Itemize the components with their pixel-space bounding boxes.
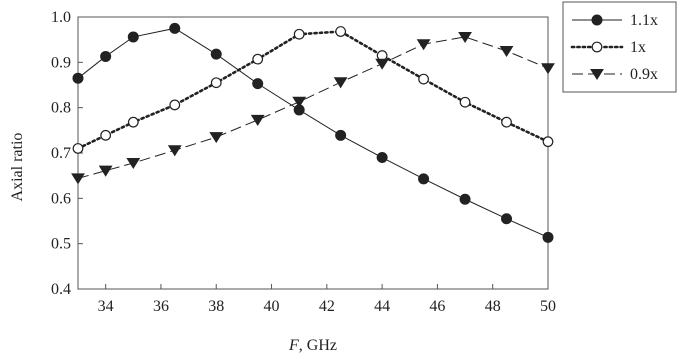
x-tick-label: 38 <box>208 298 224 315</box>
x-tick-label: 40 <box>264 298 280 315</box>
x-tick-label: 48 <box>485 298 501 315</box>
series-1-point-7 <box>335 26 347 37</box>
x-tick-label: 36 <box>153 298 169 315</box>
series-0-point-0 <box>72 72 84 84</box>
x-tick-label: 50 <box>540 298 556 315</box>
series-1-point-10 <box>459 96 471 108</box>
series-1-point-9 <box>418 73 429 85</box>
legend-label-1: 1x <box>630 39 646 56</box>
x-tick-label: 44 <box>374 298 390 315</box>
series-2-point-8 <box>375 58 390 70</box>
legend: 1.1x 1x 0.9x <box>562 1 677 93</box>
y-tick-label: 0.8 <box>51 100 71 117</box>
y-tick-label: 0.4 <box>51 281 71 298</box>
series-2-point-12 <box>541 63 555 75</box>
plot-area <box>77 16 549 290</box>
series-2-point-3 <box>167 145 182 157</box>
legend-marker-0 <box>591 14 603 26</box>
series-2-point-11 <box>499 46 514 58</box>
series-0-point-7 <box>335 129 347 141</box>
series-0-point-12 <box>542 231 554 243</box>
series-1-point-5 <box>252 53 264 65</box>
x-axis-label-unit: , GHz <box>299 337 337 354</box>
series-lines <box>76 27 550 238</box>
y-tick-label: 1.0 <box>51 9 71 26</box>
x-tick-label: 42 <box>319 298 335 315</box>
legend-label-0: 1.1x <box>630 12 658 29</box>
series-2-point-6 <box>292 96 307 108</box>
series-0-point-8 <box>376 152 388 164</box>
series-1-point-2 <box>127 116 139 128</box>
series-0-point-10 <box>459 193 471 205</box>
series-1-point-0 <box>72 143 84 154</box>
legend-label-2: 0.9x <box>630 66 658 83</box>
series-0-point-1 <box>100 50 112 62</box>
series-1-point-11 <box>501 116 512 128</box>
series-2-point-9 <box>416 39 431 51</box>
x-axis-label: F, GHz <box>288 337 337 354</box>
y-tick-label: 0.5 <box>51 236 71 253</box>
series-2-point-2 <box>126 157 141 170</box>
series-0-point-11 <box>501 213 513 225</box>
series-line-1 <box>76 30 550 150</box>
series-2-point-4 <box>209 132 224 144</box>
series-0-point-5 <box>252 78 264 90</box>
series-0-point-3 <box>169 22 181 34</box>
series-1-point-1 <box>100 129 112 141</box>
series-2-point-7 <box>333 77 348 89</box>
series-2-point-1 <box>98 165 113 177</box>
series-2-point-0 <box>71 173 85 185</box>
series-line-0 <box>77 27 549 238</box>
series-1-point-4 <box>210 77 222 89</box>
series-1-point-3 <box>169 99 181 111</box>
y-tick-label: 0.9 <box>51 54 71 71</box>
y-axis-ticks: 0.4 0.5 0.6 0.7 0.8 0.9 1.0 <box>51 9 83 298</box>
series-0-point-2 <box>127 31 139 43</box>
x-axis-ticks: 34 36 38 40 42 44 46 48 50 <box>98 284 556 315</box>
series-markers <box>71 22 555 243</box>
series-1-point-12 <box>542 136 554 148</box>
legend-marker-2 <box>590 69 604 81</box>
series-2-point-5 <box>250 114 265 126</box>
x-axis-label-variable: F <box>288 337 299 354</box>
series-2-point-10 <box>458 31 472 43</box>
legend-marker-1 <box>591 41 603 53</box>
series-1-point-6 <box>293 28 305 40</box>
y-axis-label: Axial ratio <box>9 133 26 202</box>
y-tick-label: 0.7 <box>51 145 71 162</box>
series-0-point-9 <box>418 173 430 185</box>
series-0-point-4 <box>210 48 222 60</box>
plot-frame <box>77 16 549 290</box>
x-tick-label: 46 <box>429 298 445 315</box>
x-tick-label: 34 <box>98 298 114 315</box>
y-tick-label: 0.6 <box>51 190 71 207</box>
